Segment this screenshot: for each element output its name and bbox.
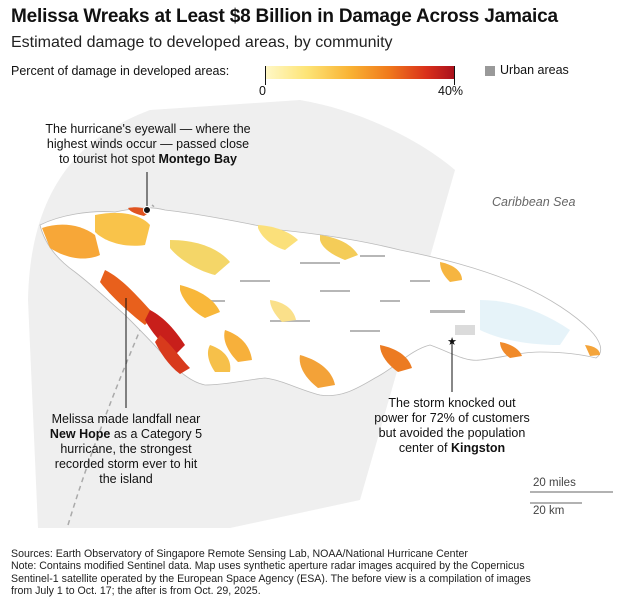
scale-km-label: 20 km (533, 505, 565, 517)
kingston-line4: center of Kingston (362, 441, 542, 456)
eyewall-line3: to tourist hot spot Montego Bay (28, 152, 268, 167)
legend-tick-max (454, 66, 455, 85)
kingston-line1: The storm knocked out (388, 396, 516, 410)
urban-areas (200, 255, 475, 335)
kingston-label: Kingston (450, 441, 506, 455)
new-hope-label: New Hope (49, 427, 111, 441)
landfall-line2: New Hope as a Category 5 (26, 427, 226, 442)
chart-subtitle: Estimated damage to developed areas, by … (11, 34, 393, 51)
urban-legend-label: Urban areas (500, 63, 569, 77)
kingston-line4-prefix: center of (398, 441, 451, 455)
landfall-line4: recorded storm ever to hit (54, 457, 198, 471)
kingston-line2: power for 72% of customers (374, 411, 530, 425)
chart-title: Melissa Wreaks at Least $8 Billion in Da… (11, 6, 558, 27)
footer-note-line2: Sentinel-1 satellite operated by the Eur… (11, 572, 531, 585)
eastern-region (480, 300, 570, 345)
kingston-annotation: The storm knocked out power for 72% of c… (362, 396, 542, 456)
landfall-annotation: Melissa made landfall near New Hope as a… (26, 412, 226, 487)
landfall-line2-suffix: as a Category 5 (110, 427, 203, 441)
footer: Sources: Earth Observatory of Singapore … (11, 548, 611, 597)
legend-max-label: 40% (438, 84, 464, 98)
footer-note-line1: Note: Contains modified Sentinel data. M… (11, 560, 525, 573)
legend-label: Percent of damage in developed areas: (11, 64, 230, 78)
montego-bay-label: Montego Bay (158, 152, 237, 166)
footer-note-line3: from July 1 to Oct. 17; the after is fro… (11, 584, 261, 597)
kingston-line3: but avoided the population (378, 426, 526, 440)
montego-bay-marker (143, 206, 151, 214)
legend-min-label: 0 (259, 84, 266, 98)
urban-swatch (485, 66, 495, 76)
damage-patches (42, 207, 600, 388)
legend-color-ramp (265, 66, 455, 79)
footer-sources: Sources: Earth Observatory of Singapore … (11, 548, 468, 560)
eyewall-line3-prefix: to tourist hot spot (59, 152, 159, 166)
scale-miles-label: 20 miles (533, 477, 576, 489)
eyewall-annotation: The hurricane's eyewall — where the high… (28, 122, 268, 167)
eyewall-line1: The hurricane's eyewall — where the (45, 122, 251, 136)
landfall-line1: Melissa made landfall near (51, 412, 201, 426)
sea-label: Caribbean Sea (492, 195, 576, 209)
kingston-star-icon: ★ (447, 336, 457, 348)
legend-tick-min (265, 66, 266, 85)
eyewall-line2: highest winds occur — passed close (46, 137, 250, 151)
landfall-line5: the island (99, 472, 153, 486)
landfall-line3: hurricane, the strongest (60, 442, 192, 456)
